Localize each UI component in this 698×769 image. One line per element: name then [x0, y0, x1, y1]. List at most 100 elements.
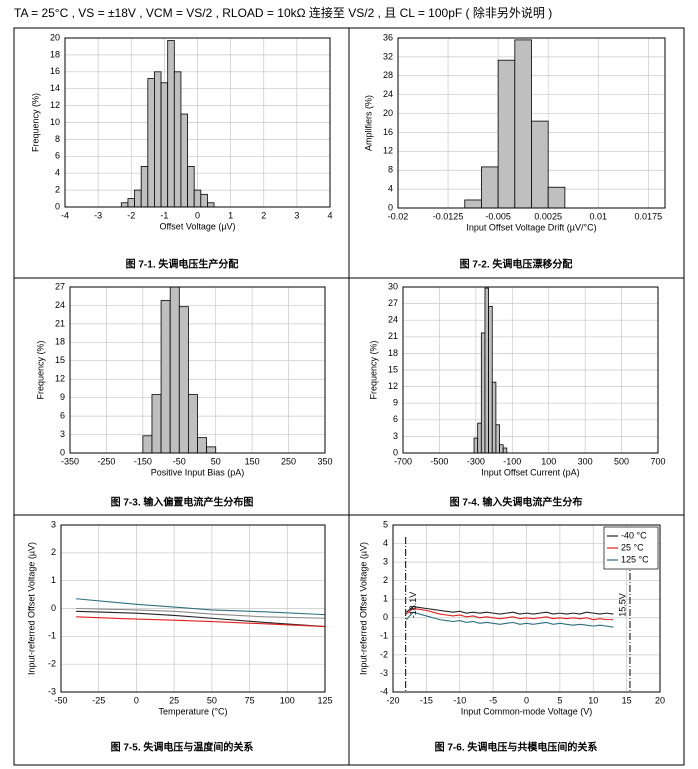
histogram-bar — [178, 306, 189, 454]
x-tick-label: -3 — [94, 210, 102, 220]
histogram-bar — [197, 437, 208, 454]
x-tick-label: 0.01 — [589, 211, 607, 221]
series-line — [405, 606, 614, 615]
x-tick-label: 3 — [294, 210, 299, 220]
figure-caption: 图 7-4. 输入失调电流产生分布 — [450, 496, 583, 509]
y-tick-label: 8 — [55, 134, 60, 144]
plot-frame — [397, 37, 666, 209]
x-tick-label: 4 — [327, 210, 332, 220]
histogram-bar — [173, 71, 182, 208]
y-tick-label: 1 — [383, 594, 388, 604]
y-tick-label: 6 — [55, 151, 60, 161]
y-tick-label: 3 — [60, 429, 65, 439]
y-tick-label: 27 — [388, 298, 398, 308]
x-tick-label: -50 — [54, 695, 67, 705]
x-tick-label: 10 — [588, 695, 598, 705]
x-tick-label: 50 — [211, 456, 221, 466]
x-axis-label: Input Offset Current (pA) — [481, 467, 579, 477]
histogram-bar — [481, 166, 499, 209]
y-tick-label: -3 — [48, 686, 56, 696]
series-line — [76, 610, 326, 628]
plot-frame — [60, 524, 326, 693]
figure-caption: 图 7-1. 失调电压生产分配 — [126, 258, 239, 271]
x-tick-label: 500 — [614, 456, 629, 466]
series-line — [76, 616, 326, 628]
y-tick-label: 21 — [388, 331, 398, 341]
y-tick-label: 9 — [60, 392, 65, 402]
histogram-bar — [207, 202, 215, 208]
histogram-bar — [167, 40, 175, 208]
histogram-bar — [134, 189, 142, 208]
x-tick-label: 5 — [557, 695, 562, 705]
histogram-bar — [491, 381, 497, 454]
y-tick-label: 24 — [388, 315, 398, 325]
y-tick-label: -1 — [48, 631, 56, 641]
y-tick-label: 28 — [383, 70, 393, 80]
histogram-bar — [187, 166, 195, 208]
figure-caption: 图 7-5. 失调电压与温度间的关系 — [111, 741, 254, 754]
histogram-bar — [477, 422, 482, 454]
y-tick-label: 4 — [388, 183, 393, 193]
y-tick-label: 2 — [51, 547, 56, 557]
x-tick-label: -700 — [394, 456, 412, 466]
histogram-bar — [187, 394, 198, 454]
y-axis-label: Frequency (%) — [30, 93, 40, 152]
x-tick-label: -5 — [489, 695, 497, 705]
y-tick-label: 0 — [60, 447, 65, 457]
x-tick-label: 0.0175 — [635, 211, 663, 221]
x-axis-label: Temperature (°C) — [158, 706, 227, 716]
histogram-bar — [473, 437, 479, 454]
x-axis-label: Offset Voltage (µV) — [159, 221, 235, 231]
series-line — [76, 607, 326, 619]
y-tick-label: 18 — [55, 337, 65, 347]
x-tick-label: -10 — [453, 695, 466, 705]
y-tick-label: 4 — [55, 168, 60, 178]
x-tick-label: -350 — [61, 456, 79, 466]
histogram-bar — [495, 424, 500, 454]
y-tick-label: -2 — [380, 649, 388, 659]
y-tick-label: 2 — [383, 575, 388, 585]
figure-caption: 图 7-3. 输入偏置电流产生分布图 — [111, 496, 254, 509]
y-tick-label: 32 — [383, 51, 393, 61]
histogram-bar — [120, 202, 129, 208]
x-tick-label: 125 — [317, 695, 332, 705]
y-tick-label: 24 — [383, 89, 393, 99]
histogram-bar — [169, 286, 180, 454]
y-axis-label: Frequency (%) — [368, 340, 378, 399]
x-tick-label: 75 — [245, 695, 255, 705]
y-tick-label: 18 — [388, 348, 398, 358]
legend-label: 25 °C — [621, 542, 644, 552]
x-tick-label: 250 — [281, 456, 296, 466]
y-tick-label: 2 — [55, 184, 60, 194]
y-tick-label: 0 — [55, 201, 60, 211]
histogram-bar — [497, 59, 516, 209]
plot-frame — [402, 286, 659, 454]
x-tick-label: -20 — [386, 695, 399, 705]
y-tick-label: 1 — [51, 575, 56, 585]
plot-frame — [69, 286, 326, 454]
x-axis-label: Input Common-mode Voltage (V) — [461, 706, 593, 716]
histogram-bar — [514, 39, 532, 209]
histogram-bar — [151, 394, 162, 454]
histogram-bar — [154, 71, 162, 208]
y-tick-label: -1 — [380, 631, 388, 641]
y-tick-label: 12 — [383, 146, 393, 156]
y-tick-label: 16 — [383, 127, 393, 137]
x-tick-label: 25 — [169, 695, 179, 705]
figure-caption: 图 7-6. 失调电压与共模电压间的关系 — [435, 741, 598, 754]
y-tick-label: 12 — [388, 381, 398, 391]
x-tick-label: -50 — [173, 456, 186, 466]
reference-label: -18.1V — [408, 592, 418, 619]
x-axis-label: Positive Input Bias (pA) — [151, 467, 245, 477]
y-tick-label: 0 — [393, 447, 398, 457]
y-tick-label: 3 — [51, 519, 56, 529]
reference-label: 15.5V — [617, 593, 627, 617]
y-tick-label: 6 — [60, 410, 65, 420]
y-tick-label: 12 — [50, 100, 60, 110]
y-tick-label: 0 — [51, 603, 56, 613]
histogram-bar — [127, 198, 135, 208]
y-tick-label: 4 — [383, 538, 388, 548]
histogram-bar — [160, 82, 169, 208]
y-tick-label: 18 — [50, 49, 60, 59]
y-axis-label: Frequency (%) — [35, 340, 45, 399]
